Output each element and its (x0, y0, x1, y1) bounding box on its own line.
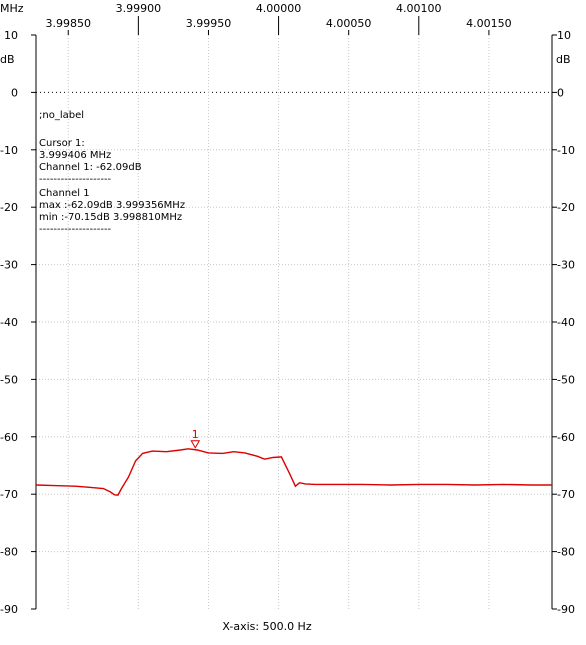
channel-title: Channel 1 (39, 188, 90, 199)
annotation-no-label: ;no_label (39, 110, 85, 121)
cursor-channel-value: Channel 1: -62.09dB (39, 162, 142, 173)
series-layer (35, 448, 552, 496)
cursor-marker-triangle (190, 440, 201, 449)
annotation-separator-1: -------------------- (39, 174, 112, 185)
y-unit-right-label: dB (556, 53, 571, 66)
y-tick-label-left: -30 (0, 259, 18, 272)
x-tick-label-top: 4.00000 (256, 2, 302, 15)
y-tick-label-left: 0 (11, 86, 18, 99)
y-tick-label-left: 10 (4, 29, 18, 42)
y-tick-label-left: -90 (0, 603, 18, 616)
y-tick-label-right: -60 (557, 431, 575, 444)
channel-min: min :-70.15dB 3.998810MHz (39, 212, 183, 223)
y-tick-label-right: -90 (557, 603, 575, 616)
y-tick-label-right: -50 (557, 373, 575, 386)
x-tick-label-top: 4.00100 (396, 2, 442, 15)
y-tick-label-left: -10 (0, 144, 18, 157)
grid-lines (36, 35, 552, 609)
channel-max: max :-62.09dB 3.999356MHz (39, 200, 186, 211)
y-tick-label-right: -10 (557, 144, 575, 157)
cursor-marker-layer: 1 (190, 428, 201, 449)
series-line-0 (35, 448, 552, 496)
y-tick-label-left: -40 (0, 316, 18, 329)
annotation-separator-2: -------------------- (39, 224, 112, 235)
cursor-title: Cursor 1: (39, 138, 85, 149)
cursor-frequency: 3.999406 MHz (39, 150, 112, 161)
x-unit-label: MHz (0, 2, 24, 15)
x-tick-label-bottom: 4.00050 (326, 17, 372, 30)
y-unit-left-label: dB (0, 53, 15, 66)
x-tick-label-bottom: 3.99850 (46, 17, 92, 30)
y-tick-label-left: -50 (0, 373, 18, 386)
y-tick-label-right: 0 (557, 86, 564, 99)
x-tick-label-bottom: 4.00150 (466, 17, 512, 30)
cursor-marker-label: 1 (192, 428, 199, 441)
y-tick-label-left: -20 (0, 201, 18, 214)
y-tick-label-left: -80 (0, 546, 18, 559)
y-tick-label-right: -70 (557, 488, 575, 501)
x-axis-caption: X-axis: 500.0 Hz (222, 620, 311, 633)
y-tick-label-left: -70 (0, 488, 18, 501)
y-tick-label-left: -60 (0, 431, 18, 444)
y-tick-label-right: -80 (557, 546, 575, 559)
y-tick-label-right: -40 (557, 316, 575, 329)
axis-ticks: 10 10 0 0 -10 -10 -20 -20 -30 -30 -40 -40 -50 -50 -60 -… (0, 2, 575, 616)
x-tick-label-bottom: 3.99950 (186, 17, 232, 30)
y-tick-label-right: -30 (557, 259, 575, 272)
y-tick-label-right: -20 (557, 201, 575, 214)
x-tick-label-top: 3.99900 (116, 2, 162, 15)
y-tick-label-right: 10 (557, 29, 571, 42)
